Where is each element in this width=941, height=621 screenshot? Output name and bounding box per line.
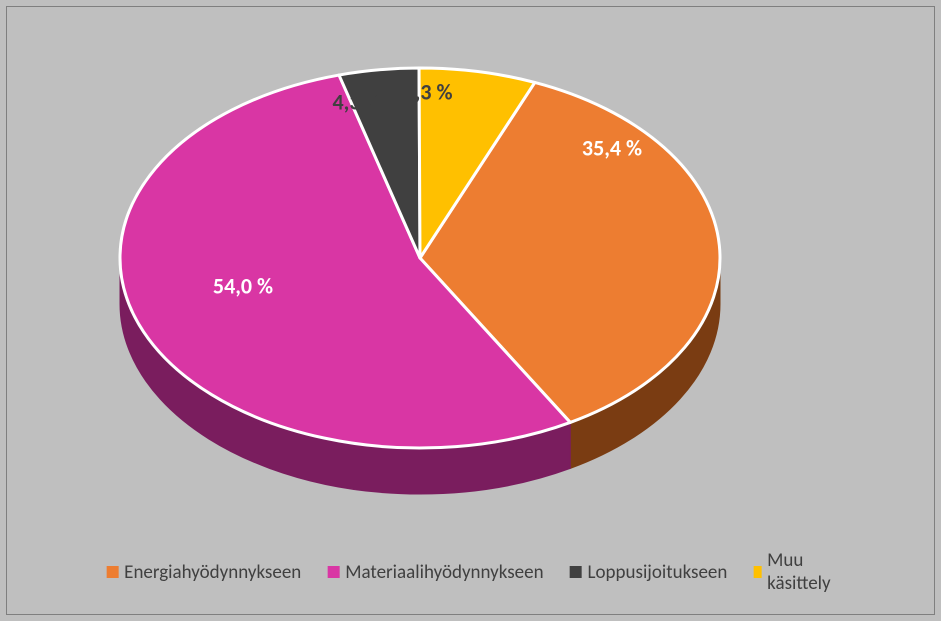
pie-chart: 35,4 % 54,0 % 4,3 % 6,3 % [0, 0, 941, 540]
data-label-material: 54,0 % [213, 273, 273, 300]
data-label-other: 6,3 % [404, 79, 453, 106]
pie-svg [0, 0, 941, 540]
legend-swatch-material [327, 566, 339, 578]
legend-swatch-energy [106, 566, 118, 578]
legend-item-energy: Energiahyödynnykseen [106, 561, 301, 584]
legend-swatch-disposal [570, 566, 582, 578]
legend-label-disposal: Loppusijoitukseen [588, 561, 728, 584]
legend-swatch-other [753, 566, 761, 578]
legend-item-disposal: Loppusijoitukseen [570, 561, 728, 584]
data-label-disposal: 4,3 % [333, 89, 382, 116]
legend: Energiahyödynnykseen Materiaalihyödynnyks… [106, 549, 835, 595]
legend-item-material: Materiaalihyödynnykseen [327, 561, 543, 584]
data-label-energy: 35,4 % [582, 135, 642, 162]
legend-item-other: Muu käsittely [753, 549, 834, 595]
legend-label-other: Muu käsittely [767, 549, 835, 595]
legend-label-material: Materiaalihyödynnykseen [345, 561, 543, 584]
legend-label-energy: Energiahyödynnykseen [124, 561, 301, 584]
